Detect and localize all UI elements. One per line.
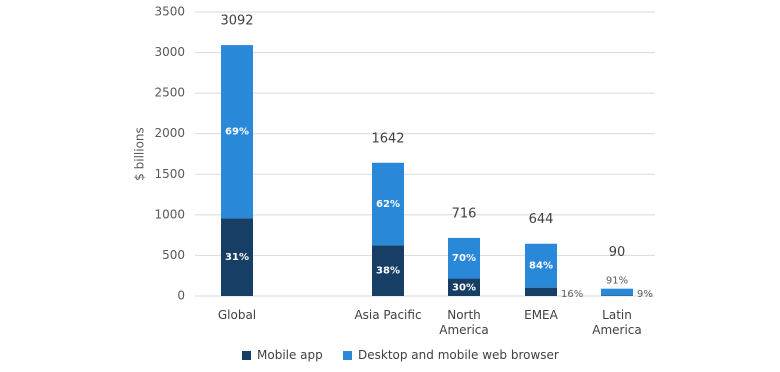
- share-label: 69%: [225, 127, 249, 138]
- total-label: 716: [452, 206, 477, 221]
- x-tick-label: North America: [439, 308, 489, 337]
- bar-segment: [525, 243, 557, 288]
- x-tick-label: EMEA: [524, 308, 558, 322]
- share-label: 70%: [452, 253, 476, 264]
- y-axis-label: $ billions: [133, 127, 147, 181]
- bar-segment: [448, 278, 480, 296]
- share-label: 16%: [561, 289, 583, 300]
- y-tick-label: 0: [177, 289, 185, 303]
- bar-segment: [221, 218, 253, 296]
- legend-swatch: [343, 350, 352, 360]
- legend-label: Mobile app: [257, 348, 323, 362]
- bar-segment: [601, 288, 633, 296]
- y-tick-label: 500: [162, 248, 185, 262]
- bar-segment: [372, 162, 404, 246]
- y-tick-label: 3000: [154, 45, 185, 59]
- share-label: 91%: [606, 276, 628, 287]
- total-label: 90: [609, 245, 626, 260]
- y-tick-label: 2500: [154, 86, 185, 100]
- legend-item: Mobile app: [242, 348, 323, 362]
- y-tick-label: 2000: [154, 126, 185, 140]
- x-tick-label: Latin America: [592, 308, 642, 337]
- bar-segment: [601, 295, 633, 296]
- share-label: 62%: [376, 199, 400, 210]
- total-label: 1642: [371, 131, 404, 146]
- legend-label: Desktop and mobile web browser: [358, 348, 559, 362]
- bar-segment: [448, 237, 480, 279]
- y-tick-label: 3500: [154, 5, 185, 19]
- legend-item: Desktop and mobile web browser: [343, 348, 559, 362]
- bar-segment: [372, 245, 404, 296]
- share-label: 84%: [529, 261, 553, 272]
- total-label: 3092: [220, 14, 253, 29]
- legend-swatch: [242, 350, 251, 360]
- share-label: 30%: [452, 282, 476, 293]
- y-tick-label: 1000: [154, 207, 185, 221]
- bar-segment: [525, 287, 557, 296]
- y-tick-label: 1500: [154, 167, 185, 181]
- share-label: 38%: [376, 266, 400, 277]
- share-label: 9%: [637, 289, 653, 300]
- bar-segment: [221, 45, 253, 219]
- share-label: 31%: [225, 252, 249, 263]
- x-tick-label: Global: [217, 308, 257, 322]
- total-label: 644: [529, 212, 554, 227]
- x-tick-label: Asia Pacific: [354, 308, 422, 322]
